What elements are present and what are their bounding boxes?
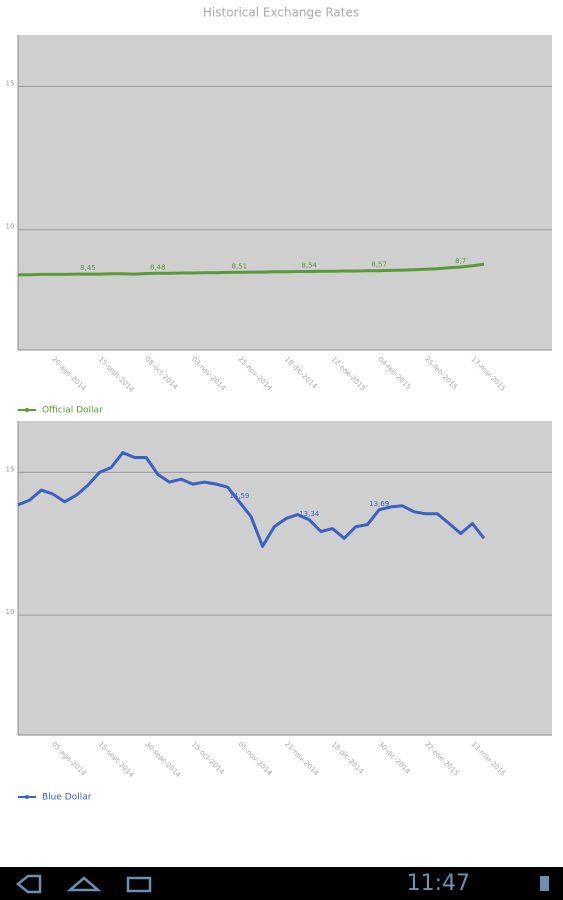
x-tick-label: 15-sept-2014 bbox=[97, 740, 136, 779]
x-tick-label: 21-nov-2014 bbox=[283, 740, 320, 777]
x-tick-label: 15-sept-2014 bbox=[97, 355, 136, 394]
x-tick-label: 22-ene-2015 bbox=[423, 740, 460, 777]
page-title: Historical Exchange Rates bbox=[203, 6, 359, 20]
value-label: 13,34 bbox=[299, 510, 320, 518]
data-line bbox=[18, 262, 485, 277]
x-tick-label: 13-mar-2015 bbox=[470, 740, 508, 778]
x-tick-label: 05-ago-2014 bbox=[50, 740, 88, 778]
x-tick-label: 30-sept-2014 bbox=[143, 740, 182, 779]
value-label: 13,69 bbox=[369, 500, 389, 508]
back-button[interactable] bbox=[15, 874, 42, 894]
nav-bar bbox=[0, 867, 563, 900]
value-label: 8,7 bbox=[455, 257, 466, 265]
value-label: 14,59 bbox=[229, 492, 249, 500]
value-label: 8,57 bbox=[371, 261, 387, 269]
x-tick-label: 30-dic-2014 bbox=[376, 740, 412, 776]
recents-button[interactable] bbox=[126, 876, 152, 893]
clock: 11:47 bbox=[407, 871, 470, 896]
y-tick-label: 15 bbox=[6, 80, 15, 88]
plot-area bbox=[18, 421, 552, 735]
x-tick-label: 17-mar-2015 bbox=[470, 355, 508, 393]
x-tick-label: 12-ene-2015 bbox=[330, 355, 367, 392]
x-tick-label: 03-nov-2014 bbox=[190, 355, 227, 392]
value-label: 8,51 bbox=[232, 262, 248, 270]
x-tick-label: 08-oct-2014 bbox=[143, 355, 179, 391]
legend-label: Official Dollar bbox=[42, 406, 103, 416]
value-label: 8,45 bbox=[80, 264, 96, 272]
x-tick-label: 10-dic-2014 bbox=[330, 740, 366, 776]
data-line bbox=[17, 451, 486, 548]
value-label: 8,48 bbox=[150, 263, 166, 271]
y-tick-label: 10 bbox=[6, 608, 15, 616]
legend-marker bbox=[25, 795, 29, 799]
x-tick-label: 04-feb-2015 bbox=[376, 355, 412, 391]
x-tick-label: 05-nov-2014 bbox=[237, 740, 274, 777]
x-tick-label: 18-dic-2014 bbox=[283, 355, 319, 391]
legend-label: Blue Dollar bbox=[42, 793, 92, 803]
x-tick-label: 25-nov-2014 bbox=[237, 355, 274, 392]
x-tick-label: 25-feb-2015 bbox=[423, 355, 459, 391]
value-label: 8,54 bbox=[301, 262, 317, 270]
x-tick-label: 15-oct-2014 bbox=[190, 740, 226, 776]
plot-area bbox=[18, 35, 552, 350]
home-button[interactable] bbox=[66, 876, 102, 892]
x-tick-label: 20-ago-2014 bbox=[50, 355, 88, 393]
legend-marker bbox=[25, 408, 29, 412]
y-tick-label: 10 bbox=[6, 223, 15, 231]
y-tick-label: 15 bbox=[6, 465, 15, 473]
battery-icon bbox=[540, 876, 549, 891]
